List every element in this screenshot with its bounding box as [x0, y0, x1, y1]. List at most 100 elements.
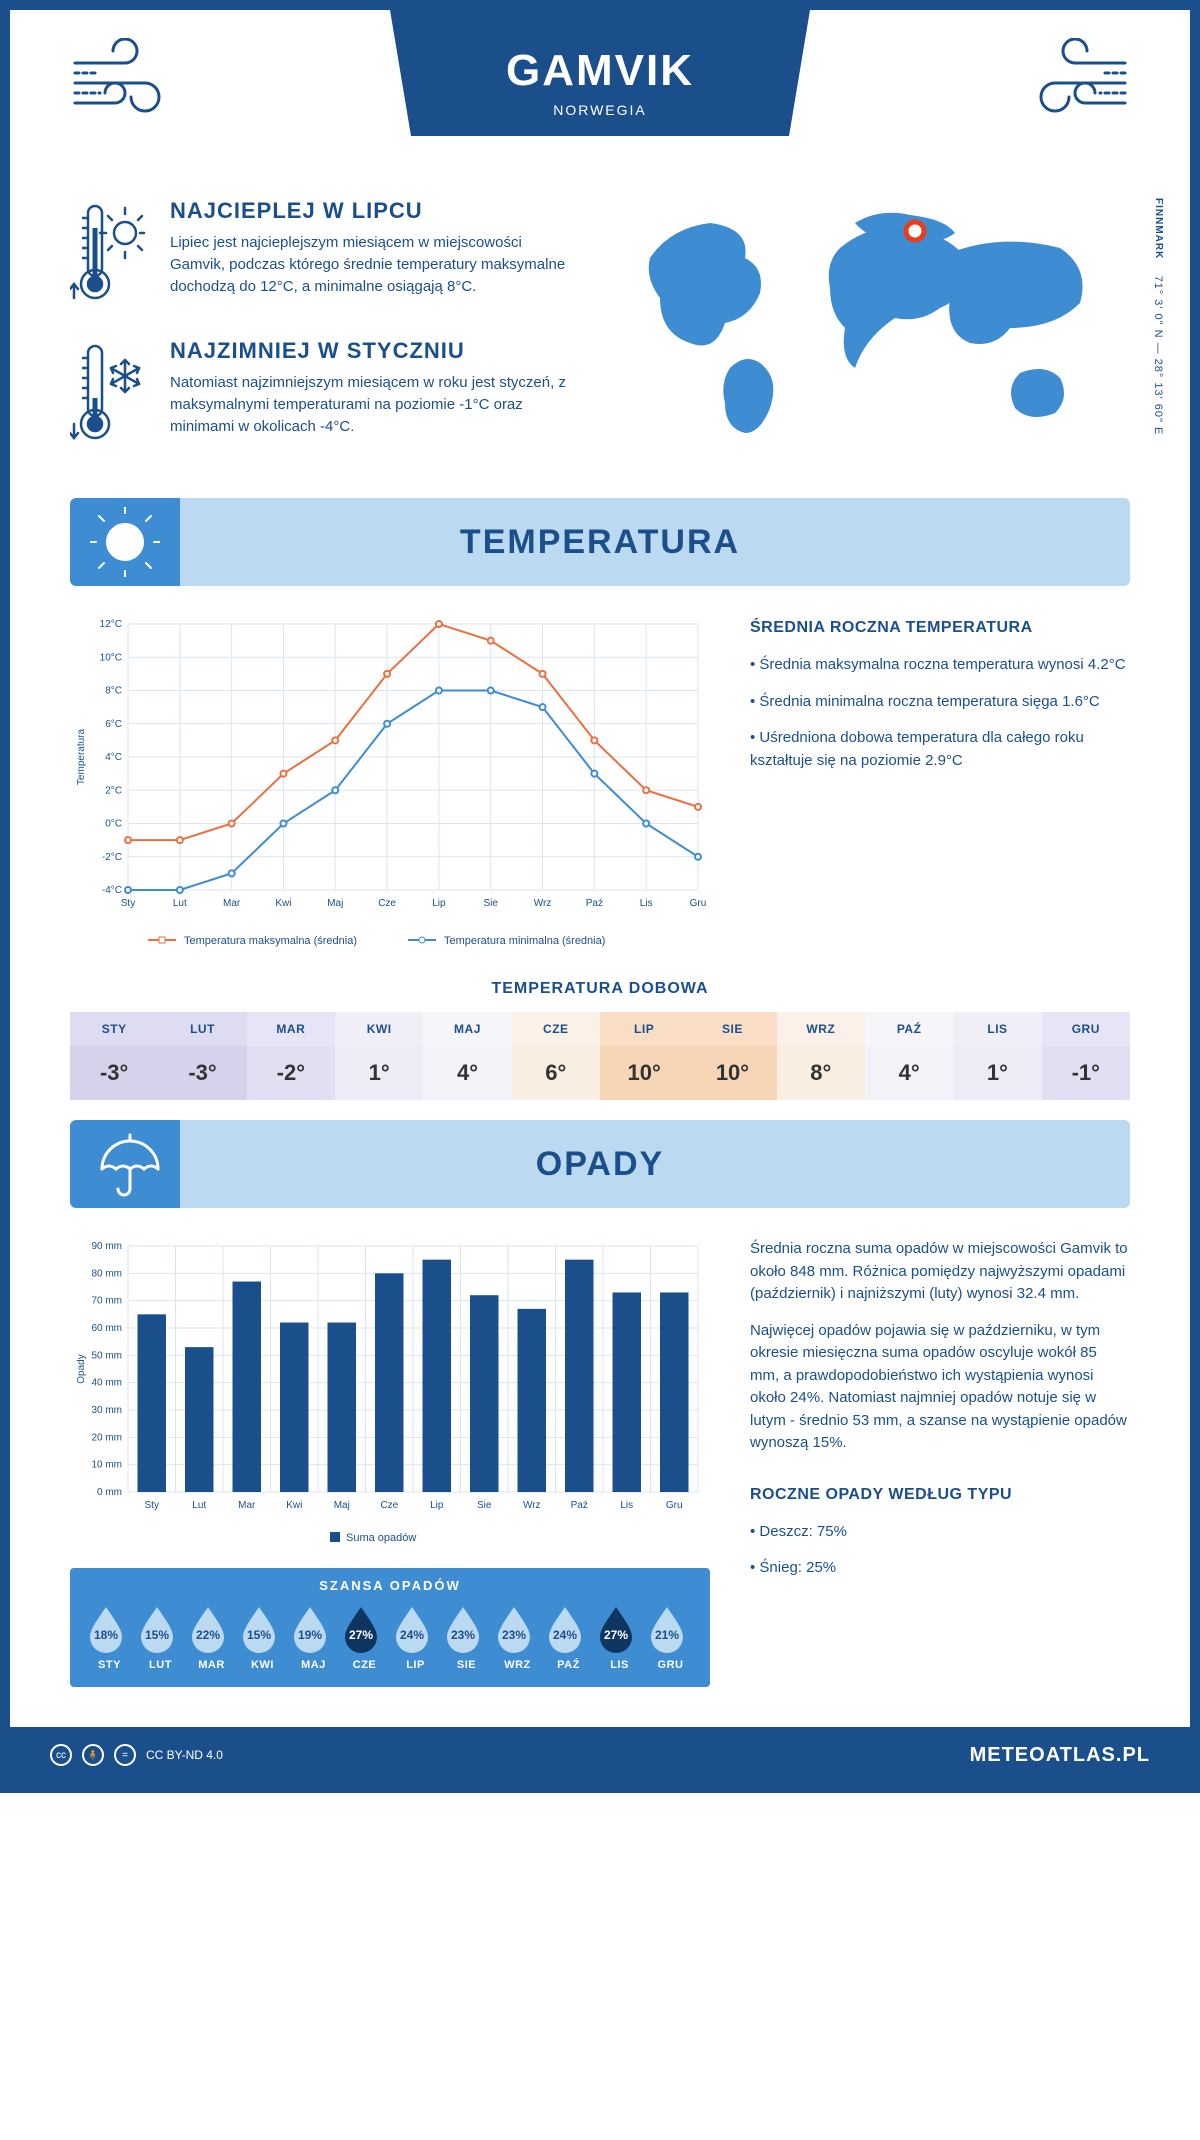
svg-text:Sty: Sty	[145, 1500, 159, 1511]
svg-text:21%: 21%	[655, 1628, 679, 1642]
thermometer-snow-icon	[70, 338, 148, 448]
precipitation-column: 0 mm10 mm20 mm30 mm40 mm50 mm60 mm70 mm8…	[70, 1238, 710, 1687]
svg-text:Sie: Sie	[477, 1500, 492, 1511]
chance-drop: 27% CZE	[339, 1603, 390, 1671]
daily-temp-cell: SIE 10°	[688, 1012, 776, 1100]
raindrop-icon: 22%	[186, 1603, 230, 1653]
thermometer-sun-icon	[70, 198, 148, 308]
svg-text:0 mm: 0 mm	[97, 1487, 122, 1498]
svg-text:Suma opadów: Suma opadów	[346, 1532, 416, 1544]
svg-text:Lis: Lis	[640, 898, 653, 909]
fact-warm: NAJCIEPLEJ W LIPCU Lipiec jest najcieple…	[70, 198, 570, 308]
month-header: WRZ	[777, 1012, 865, 1046]
svg-text:Temperatura maksymalna (średni: Temperatura maksymalna (średnia)	[184, 935, 357, 947]
svg-text:22%: 22%	[196, 1628, 220, 1642]
svg-text:Lut: Lut	[173, 898, 187, 909]
chance-month: LIS	[594, 1659, 645, 1671]
raindrop-icon: 15%	[135, 1603, 179, 1653]
svg-text:Wrz: Wrz	[523, 1500, 541, 1511]
raindrop-icon: 21%	[645, 1603, 689, 1653]
svg-text:27%: 27%	[604, 1628, 628, 1642]
precip-type-bullet: • Śnieg: 25%	[750, 1557, 1130, 1580]
svg-text:Sty: Sty	[121, 898, 135, 909]
city-name: GAMVIK	[390, 46, 810, 96]
precip-chance-title: SZANSA OPADÓW	[84, 1578, 696, 1593]
svg-text:23%: 23%	[502, 1628, 526, 1642]
svg-text:27%: 27%	[349, 1628, 373, 1642]
daily-temp-cell: MAR -2°	[247, 1012, 335, 1100]
chance-month: MAJ	[288, 1659, 339, 1671]
svg-text:15%: 15%	[145, 1628, 169, 1642]
temp-bullet: • Uśredniona dobowa temperatura dla całe…	[750, 727, 1130, 772]
svg-text:23%: 23%	[451, 1628, 475, 1642]
daily-temp-cell: LIS 1°	[953, 1012, 1041, 1100]
raindrop-icon: 27%	[339, 1603, 383, 1653]
svg-text:40 mm: 40 mm	[91, 1378, 122, 1389]
svg-text:Paź: Paź	[586, 898, 603, 909]
section-bar-precipitation: OPADY	[70, 1120, 1130, 1208]
raindrop-icon: 23%	[441, 1603, 485, 1653]
svg-text:12°C: 12°C	[100, 619, 122, 630]
chance-drop: 23% WRZ	[492, 1603, 543, 1671]
coordinates: FINNMARK 71° 3' 0" N — 28° 13' 60" E	[1152, 198, 1164, 435]
svg-text:50 mm: 50 mm	[91, 1350, 122, 1361]
month-value: 1°	[953, 1046, 1041, 1100]
daily-temp-cell: PAŹ 4°	[865, 1012, 953, 1100]
month-header: LIS	[953, 1012, 1041, 1046]
world-map-icon	[610, 198, 1110, 448]
svg-text:Gru: Gru	[690, 898, 707, 909]
daily-temp-cell: LIP 10°	[600, 1012, 688, 1100]
svg-text:Maj: Maj	[334, 1500, 350, 1511]
daily-temp-table: STY -3°LUT -3°MAR -2°KWI 1°MAJ 4°CZE 6°L…	[70, 1012, 1130, 1100]
daily-temp-cell: WRZ 8°	[777, 1012, 865, 1100]
chance-drop: 19% MAJ	[288, 1603, 339, 1671]
svg-text:8°C: 8°C	[105, 686, 122, 697]
fact-cold-text: Natomiast najzimniejszym miesiącem w rok…	[170, 372, 570, 437]
section-title-temperature: TEMPERATURA	[460, 523, 740, 562]
svg-text:Opady: Opady	[76, 1354, 87, 1383]
raindrop-icon: 18%	[84, 1603, 128, 1653]
temperature-summary: ŚREDNIA ROCZNA TEMPERATURA • Średnia mak…	[750, 616, 1130, 956]
raindrop-icon: 15%	[237, 1603, 281, 1653]
precip-type-title: ROCZNE OPADY WEDŁUG TYPU	[750, 1483, 1130, 1507]
chance-month: WRZ	[492, 1659, 543, 1671]
month-header: STY	[70, 1012, 158, 1046]
svg-text:4°C: 4°C	[105, 752, 122, 763]
brand: METEOATLAS.PL	[970, 1744, 1150, 1767]
svg-text:10 mm: 10 mm	[91, 1460, 122, 1471]
chance-month: PAŹ	[543, 1659, 594, 1671]
month-header: KWI	[335, 1012, 423, 1046]
daily-temp-cell: CZE 6°	[512, 1012, 600, 1100]
cc-icon: cc	[50, 1744, 72, 1766]
temp-summary-title: ŚREDNIA ROCZNA TEMPERATURA	[750, 616, 1130, 640]
svg-text:Wrz: Wrz	[534, 898, 552, 909]
svg-text:Lip: Lip	[430, 1500, 444, 1511]
temp-bullet: • Średnia maksymalna roczna temperatura …	[750, 654, 1130, 677]
fact-warm-text: Lipiec jest najcieplejszym miesiącem w m…	[170, 232, 570, 297]
license: cc 🧍 = CC BY-ND 4.0	[50, 1744, 223, 1766]
chance-month: STY	[84, 1659, 135, 1671]
precip-p2: Najwięcej opadów pojawia się w październ…	[750, 1320, 1130, 1455]
month-header: MAJ	[423, 1012, 511, 1046]
daily-temp-cell: LUT -3°	[158, 1012, 246, 1100]
svg-text:Mar: Mar	[223, 898, 241, 909]
chance-drop: 21% GRU	[645, 1603, 696, 1671]
svg-text:Kwi: Kwi	[275, 898, 291, 909]
precipitation-chart-row: 0 mm10 mm20 mm30 mm40 mm50 mm60 mm70 mm8…	[70, 1238, 1130, 1687]
month-header: LUT	[158, 1012, 246, 1046]
svg-text:Gru: Gru	[666, 1500, 683, 1511]
month-value: 8°	[777, 1046, 865, 1100]
svg-text:10°C: 10°C	[100, 652, 122, 663]
month-value: -1°	[1042, 1046, 1130, 1100]
daily-temp-cell: KWI 1°	[335, 1012, 423, 1100]
month-header: SIE	[688, 1012, 776, 1046]
precip-p1: Średnia roczna suma opadów w miejscowośc…	[750, 1238, 1130, 1306]
section-title-precipitation: OPADY	[536, 1145, 664, 1184]
month-value: 4°	[865, 1046, 953, 1100]
nd-icon: =	[114, 1744, 136, 1766]
umbrella-icon	[70, 1120, 180, 1208]
chance-drop: 23% SIE	[441, 1603, 492, 1671]
svg-text:30 mm: 30 mm	[91, 1405, 122, 1416]
svg-text:24%: 24%	[400, 1628, 424, 1642]
temperature-line-chart: -4°C-2°C0°C2°C4°C6°C8°C10°C12°CStyLutMar…	[70, 616, 710, 956]
